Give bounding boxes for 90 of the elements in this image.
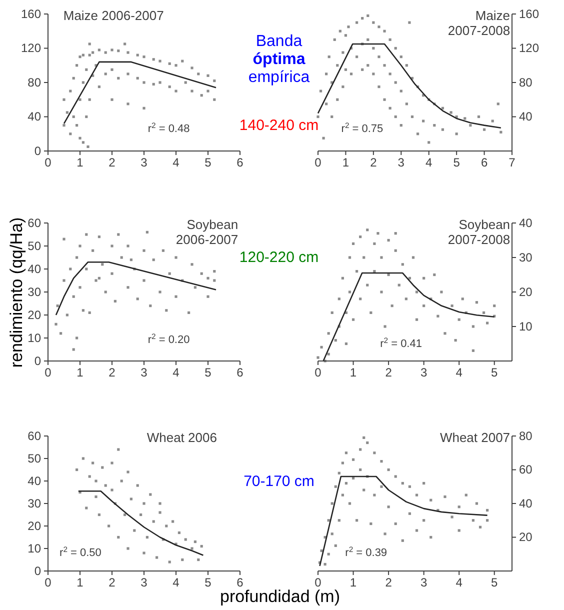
y-tick-label: 60 [28,216,42,230]
y-tick-label: 30 [28,496,42,510]
y-tick-label: 10 [519,319,533,334]
y-tick-label: 80 [519,428,533,443]
text: Banda óptima empírica [248,33,310,86]
x-tick-label: 4 [456,366,463,380]
x-tick-label: 5 [453,156,460,170]
y-tick-label: 60 [28,428,42,443]
x-tick-label: 3 [398,156,405,170]
x-tick-label: 1 [76,366,84,380]
y-tick-label: 40 [28,110,42,124]
x-tick-label: 3 [140,576,148,590]
x-tick-label: 2 [370,156,378,170]
x-tick-label: 1 [76,156,84,170]
x-tick-label: 2 [108,576,116,590]
y-tick-label: 10 [28,330,42,345]
x-tick-label: 5 [204,576,212,590]
y-tick-label: 30 [519,250,533,264]
x-tick-label: 2 [108,366,116,380]
y-axis-title: rendimiento (qq/Ha) [7,217,26,368]
y-tick-label: 80 [28,75,42,90]
x-axis-title: profundidad (m) [220,587,340,606]
x-tick-label: 0 [44,366,52,380]
x-tick-label: 0 [314,156,322,170]
annotation: r$^{2}$ = 0.48 [148,120,190,135]
y-tick-label: 0 [34,144,42,158]
y-tick-label: 50 [28,238,42,253]
annotation: r$^{2}$ = 0.41 [380,336,422,350]
x-tick-label: 3 [420,576,428,590]
x-tick-label: 3 [420,366,428,380]
x-tick-label: 3 [140,156,148,170]
x-tick-label: 5 [491,366,498,380]
x-tick-label: 2 [108,156,116,170]
x-tick-label: 2 [385,366,392,380]
y-tick-label: 60 [519,462,533,477]
x-tick-label: 0 [314,576,322,590]
y-tick-label: 40 [28,262,42,276]
x-tick-label: 0 [44,576,52,590]
x-tick-label: 6 [236,576,244,590]
y-tick-label: 160 [519,6,540,21]
text: 70-170 cm [244,473,314,490]
x-tick-label: 6 [236,366,244,380]
y-tick-label: 40 [28,474,42,488]
x-tick-label: 6 [236,156,244,170]
annotation: r$^{2}$ = 0.20 [148,332,190,346]
y-tick-label: 20 [28,308,42,322]
y-tick-label: 20 [28,518,42,533]
x-tick-label: 4 [426,156,433,170]
x-tick-label: 4 [172,366,180,380]
chart-title: Wheat 2007 [440,430,510,445]
x-tick-label: 1 [350,366,357,380]
y-tick-label: 50 [28,451,42,466]
annotation: r$^{2}$ = 0.50 [60,544,102,560]
x-tick-label: 1 [350,576,357,590]
y-tick-label: 120 [519,41,540,56]
y-tick-label: 30 [28,284,42,299]
annotation: 140-240 cm [239,117,319,134]
y-tick-label: 0 [34,564,42,578]
x-tick-label: 6 [480,156,488,170]
x-tick-label: 4 [172,156,180,170]
y-tick-label: 40 [519,496,533,510]
y-tick-label: 10 [28,541,42,556]
y-tick-label: 120 [20,41,42,56]
y-tick-label: 160 [20,6,42,21]
y-tick-label: 20 [519,530,533,544]
x-tick-label: 1 [342,156,350,170]
x-tick-label: 1 [76,576,84,590]
x-tick-label: 5 [491,576,498,590]
annotation: r$^{2}$ = 0.39 [345,544,388,560]
y-tick-label: 40 [519,110,533,124]
x-tick-label: 3 [140,366,148,380]
chart-title: Soybean 2006-2007 [176,217,238,247]
x-tick-label: 4 [456,576,463,590]
x-tick-label: 0 [314,366,322,380]
x-tick-label: 0 [44,156,52,170]
chart-title: Soybean 2007-2008 [448,217,510,247]
y-tick-label: 0 [34,354,42,368]
annotation: r$^{2}$ = 0.75 [341,120,384,135]
x-tick-label: 4 [172,576,180,590]
chart-title: Maize 2006-2007 [63,8,164,23]
y-tick-label: 80 [519,75,533,90]
y-tick-label: 20 [519,284,533,299]
chart-title: Wheat 2006 [146,430,217,445]
annotation: 120-220 cm [239,249,319,266]
x-tick-label: 5 [204,366,212,380]
x-tick-label: 7 [508,156,516,170]
x-tick-label: 5 [204,156,212,170]
x-tick-label: 2 [385,576,392,590]
chart-title: Maize 2007-2008 [448,8,510,38]
y-tick-label: 40 [519,216,533,230]
